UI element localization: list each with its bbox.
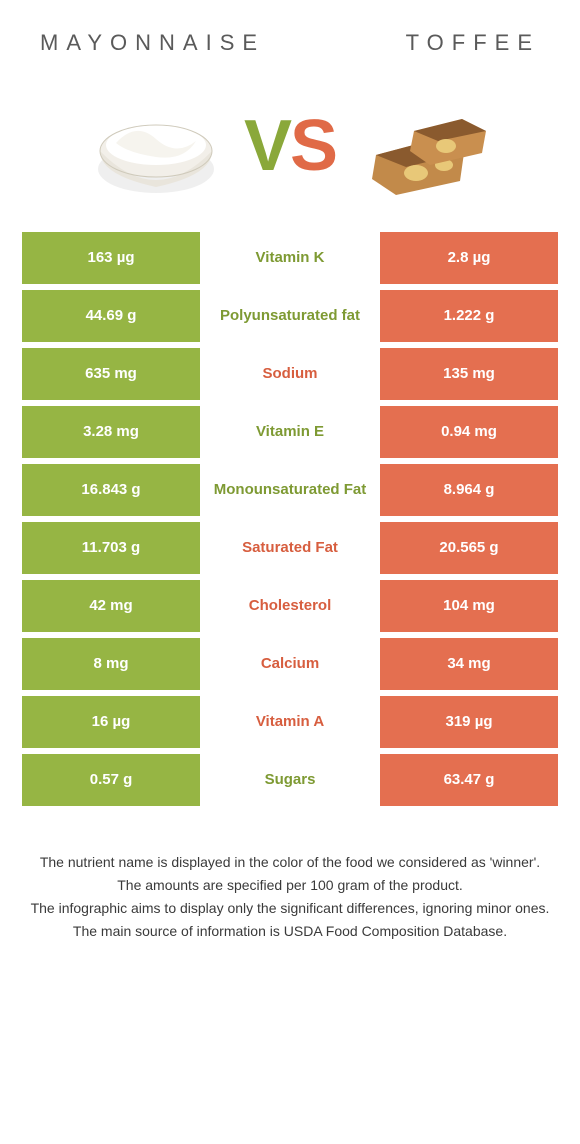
- footnote-line: The nutrient name is displayed in the co…: [28, 852, 552, 873]
- footnote-line: The main source of information is USDA F…: [28, 921, 552, 942]
- nutrient-label: Vitamin K: [200, 232, 380, 284]
- footnotes: The nutrient name is displayed in the co…: [0, 822, 580, 984]
- footnote-line: The infographic aims to display only the…: [28, 898, 552, 919]
- table-row: 3.28 mgVitamin E0.94 mg: [22, 406, 558, 458]
- right-value: 319 µg: [380, 696, 558, 748]
- infographic-container: Mayonnaise Toffee VS: [0, 0, 580, 984]
- table-row: 0.57 gSugars63.47 g: [22, 754, 558, 806]
- mayonnaise-icon: [86, 91, 226, 201]
- left-value: 635 mg: [22, 348, 200, 400]
- left-value: 42 mg: [22, 580, 200, 632]
- table-row: 11.703 gSaturated Fat20.565 g: [22, 522, 558, 574]
- header-left-food: Mayonnaise: [40, 30, 290, 56]
- right-value: 2.8 µg: [380, 232, 558, 284]
- table-row: 42 mgCholesterol104 mg: [22, 580, 558, 632]
- right-value: 0.94 mg: [380, 406, 558, 458]
- left-value: 16.843 g: [22, 464, 200, 516]
- right-value: 63.47 g: [380, 754, 558, 806]
- footnote-line: The amounts are specified per 100 gram o…: [28, 875, 552, 896]
- nutrient-label: Monounsaturated Fat: [200, 464, 380, 516]
- right-value: 34 mg: [380, 638, 558, 690]
- table-row: 163 µgVitamin K2.8 µg: [22, 232, 558, 284]
- right-value: 20.565 g: [380, 522, 558, 574]
- left-value: 0.57 g: [22, 754, 200, 806]
- left-value: 44.69 g: [22, 290, 200, 342]
- right-value: 1.222 g: [380, 290, 558, 342]
- left-value: 163 µg: [22, 232, 200, 284]
- left-value: 16 µg: [22, 696, 200, 748]
- table-row: 44.69 gPolyunsaturated fat1.222 g: [22, 290, 558, 342]
- right-value: 104 mg: [380, 580, 558, 632]
- vs-label: VS: [244, 105, 336, 187]
- right-value: 8.964 g: [380, 464, 558, 516]
- left-value: 3.28 mg: [22, 406, 200, 458]
- nutrient-label: Saturated Fat: [200, 522, 380, 574]
- nutrient-label: Sodium: [200, 348, 380, 400]
- table-row: 16.843 gMonounsaturated Fat8.964 g: [22, 464, 558, 516]
- right-value: 135 mg: [380, 348, 558, 400]
- header-right-food: Toffee: [290, 30, 540, 56]
- toffee-icon: [354, 91, 494, 201]
- nutrient-label: Calcium: [200, 638, 380, 690]
- nutrient-label: Vitamin E: [200, 406, 380, 458]
- table-row: 16 µgVitamin A319 µg: [22, 696, 558, 748]
- left-value: 8 mg: [22, 638, 200, 690]
- table-row: 635 mgSodium135 mg: [22, 348, 558, 400]
- nutrient-label: Vitamin A: [200, 696, 380, 748]
- vs-v: V: [244, 105, 290, 187]
- header-row: Mayonnaise Toffee: [0, 0, 580, 66]
- nutrient-label: Cholesterol: [200, 580, 380, 632]
- hero-row: VS: [0, 66, 580, 226]
- table-row: 8 mgCalcium34 mg: [22, 638, 558, 690]
- left-value: 11.703 g: [22, 522, 200, 574]
- vs-s: S: [290, 105, 336, 187]
- comparison-table: 163 µgVitamin K2.8 µg 44.69 gPolyunsatura…: [0, 226, 580, 822]
- nutrient-label: Polyunsaturated fat: [200, 290, 380, 342]
- nutrient-label: Sugars: [200, 754, 380, 806]
